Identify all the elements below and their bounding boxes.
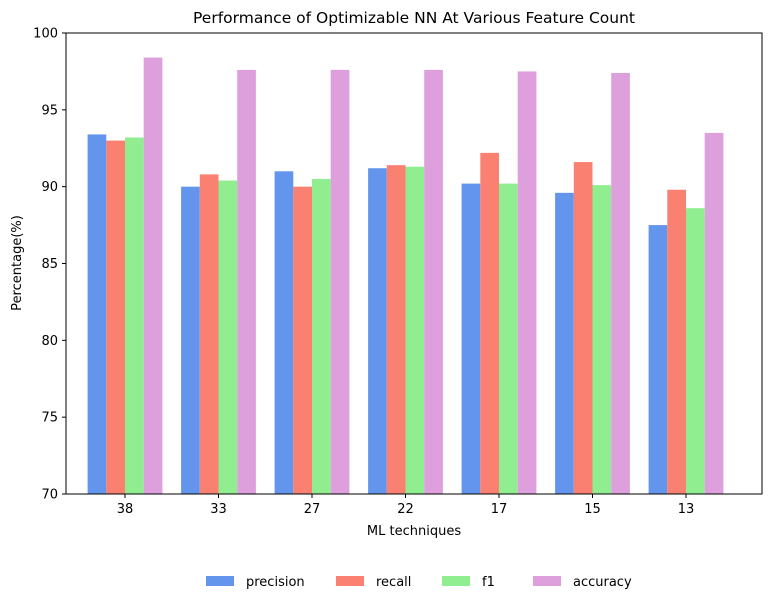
y-tick-label: 80: [41, 334, 58, 349]
y-tick-label: 95: [41, 103, 58, 118]
bar-recall-27: [293, 186, 312, 494]
bar-recall-13: [667, 189, 686, 495]
bar-precision-22: [368, 168, 387, 494]
bar-accuracy-13: [704, 132, 724, 494]
x-tick-label: 33: [210, 502, 227, 517]
bars-group: [87, 57, 724, 495]
legend-swatch-recall: [336, 576, 364, 586]
bar-accuracy-17: [517, 71, 537, 495]
legend-swatch-accuracy: [533, 576, 561, 586]
y-tick-label: 85: [41, 257, 58, 272]
y-tick-label: 75: [41, 411, 58, 426]
x-axis-label: ML techniques: [367, 524, 461, 539]
bar-f1-27: [312, 178, 331, 494]
bar-precision-13: [648, 225, 668, 495]
bar-recall-22: [386, 165, 406, 495]
x-tick-label: 27: [304, 502, 321, 517]
legend: precision recall f1 accuracy: [206, 575, 632, 590]
legend-swatch-precision: [206, 576, 234, 586]
x-tick-label: 13: [678, 502, 695, 517]
bar-recall-33: [199, 174, 219, 494]
bar-f1-15: [592, 185, 612, 494]
legend-label-accuracy: accuracy: [573, 575, 632, 590]
y-tick-label: 90: [41, 180, 58, 195]
bar-accuracy-22: [424, 69, 443, 494]
x-tick-label: 15: [584, 502, 601, 517]
bar-f1-38: [125, 137, 144, 494]
bar-f1-17: [499, 183, 518, 495]
bar-recall-17: [480, 152, 499, 495]
chart-title: Performance of Optimizable NN At Various…: [193, 9, 635, 27]
y-tick-label: 100: [33, 27, 58, 42]
bar-accuracy-33: [237, 69, 256, 494]
x-tick-label: 38: [117, 502, 134, 517]
bar-f1-22: [405, 166, 425, 494]
bar-accuracy-38: [143, 57, 163, 494]
x-axis: 38 33 27 22 17 15 13: [117, 494, 695, 517]
legend-label-recall: recall: [376, 575, 411, 590]
bar-accuracy-27: [330, 69, 350, 494]
y-tick-label: 70: [41, 488, 58, 503]
legend-label-f1: f1: [482, 575, 495, 590]
plot-frame: [65, 32, 763, 495]
legend-swatch-f1: [442, 576, 470, 586]
bar-f1-33: [218, 180, 238, 494]
bar-recall-38: [106, 140, 125, 495]
x-tick-label: 22: [397, 502, 414, 517]
bar-f1-13: [686, 208, 705, 494]
bar-precision-17: [461, 183, 481, 495]
legend-label-precision: precision: [246, 575, 305, 590]
y-axis-label: Percentage(%): [10, 215, 25, 311]
bar-precision-38: [87, 134, 107, 495]
bar-accuracy-15: [611, 72, 630, 494]
bar-precision-27: [274, 171, 294, 495]
x-tick-label: 17: [491, 502, 508, 517]
y-axis: 70 75 80 85 90 95 100: [33, 27, 66, 503]
bar-precision-15: [555, 192, 574, 494]
bar-recall-15: [573, 162, 593, 494]
bar-precision-33: [181, 186, 200, 494]
